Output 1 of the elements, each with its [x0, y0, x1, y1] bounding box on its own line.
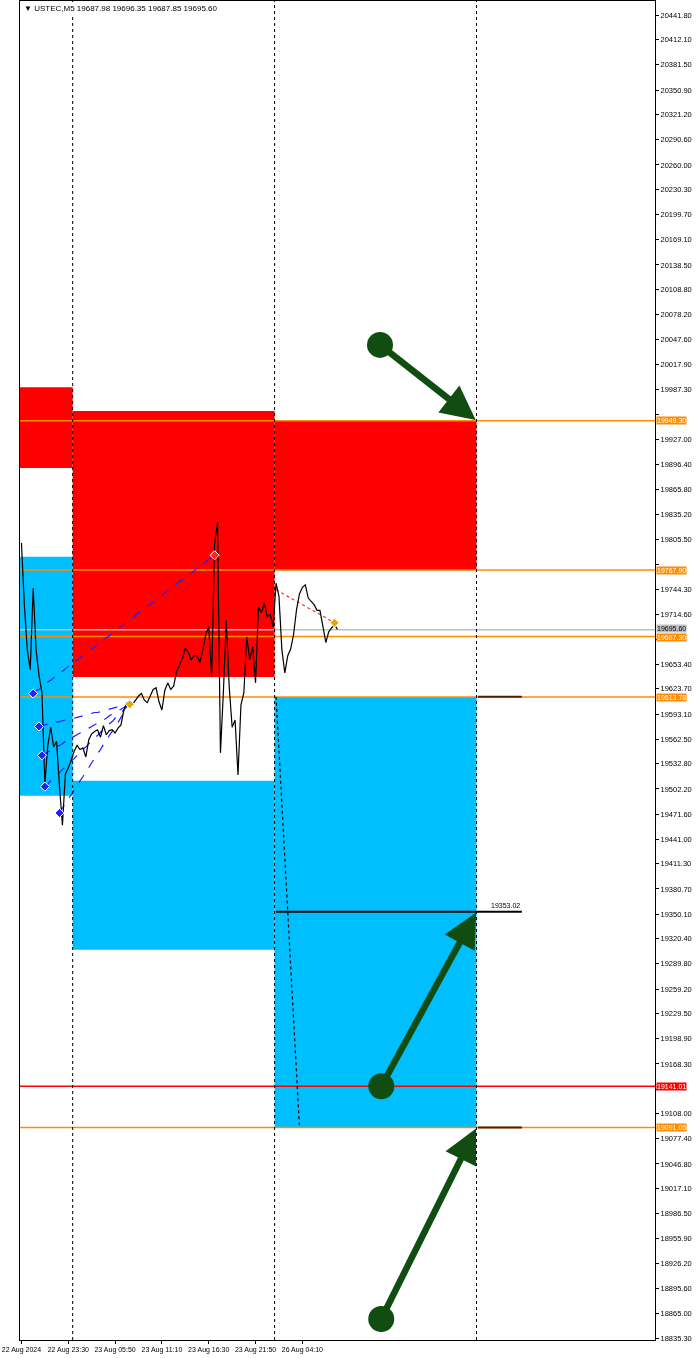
chart-title: ▼ USTEC,M5 19687.98 19696.35 19687.85 19695.60 [24, 4, 218, 13]
